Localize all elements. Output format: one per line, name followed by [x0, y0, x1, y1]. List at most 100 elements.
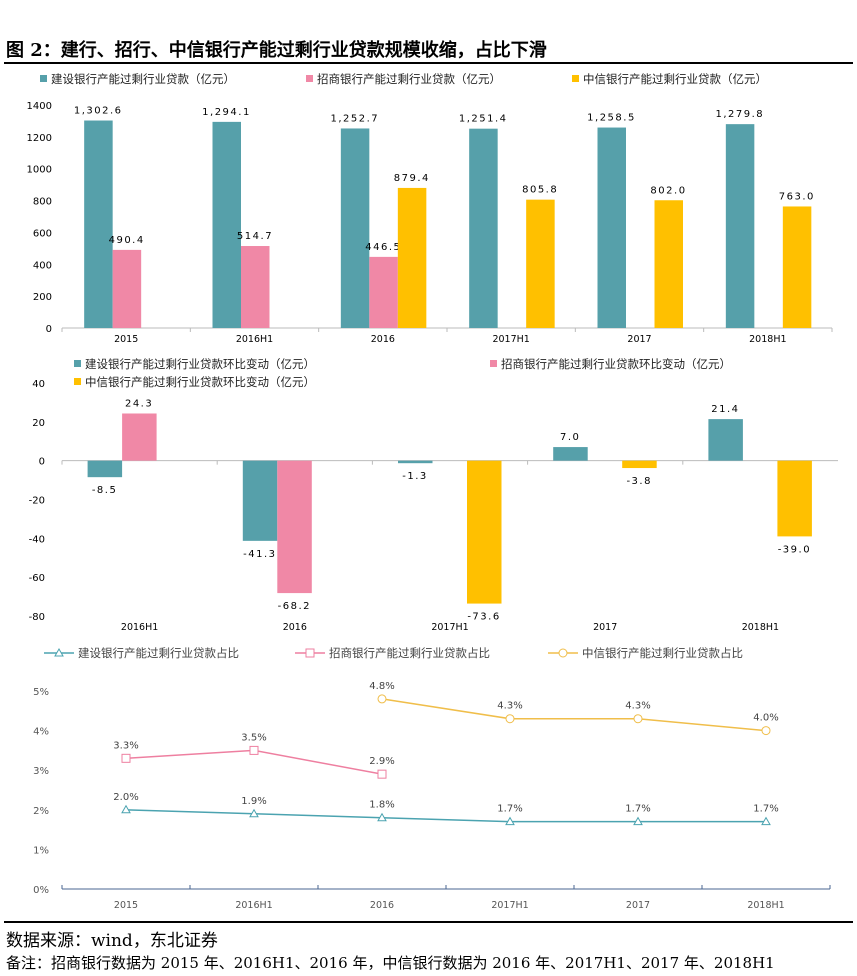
bar-chart-loan-change: 建设银行产能过剩行业贷款环比变动（亿元） 招商银行产能过剩行业贷款环比变动（亿元）…	[29, 357, 838, 633]
series-line	[381, 698, 767, 732]
bar	[467, 460, 502, 604]
data-label: 4.0%	[753, 713, 778, 724]
y-tick-label: 4%	[33, 727, 49, 738]
legend-swatch	[306, 75, 313, 82]
bar	[654, 200, 683, 328]
x-tick-label: 2016	[371, 334, 395, 345]
data-label: 4.3%	[625, 701, 650, 712]
legend-swatch	[74, 378, 81, 385]
y-tick-label: 0	[46, 324, 52, 335]
bar	[87, 460, 123, 478]
x-tick-label: 2016H1	[235, 900, 272, 911]
data-label: 1,302.6	[74, 106, 123, 117]
data-label: 1.7%	[625, 804, 650, 815]
x-tick-label: 2018H1	[747, 900, 784, 911]
bar	[122, 413, 157, 461]
y-tick-label: 3%	[33, 766, 49, 777]
circle-marker	[377, 694, 387, 704]
data-label: 1.9%	[241, 796, 266, 807]
bar	[369, 256, 398, 328]
title-rule	[4, 62, 853, 64]
square-marker	[121, 753, 131, 763]
data-label: 21.4	[711, 404, 739, 415]
bar	[526, 199, 555, 328]
x-tick-label: 2017	[593, 622, 617, 633]
data-label: 4.3%	[497, 701, 522, 712]
data-label: -1.3	[402, 471, 428, 482]
data-label: 2.9%	[369, 756, 394, 767]
x-tick-label: 2016H1	[236, 334, 273, 345]
x-tick-label: 2018H1	[742, 622, 779, 633]
legend-label: 建设银行产能过剩行业贷款占比	[78, 646, 239, 660]
data-label: 805.8	[522, 185, 558, 196]
legend-swatch	[572, 75, 579, 82]
figure-title: 图 2：建行、招行、中信银行产能过剩行业贷款规模收缩，占比下滑	[6, 40, 547, 61]
bar	[397, 187, 427, 328]
bar	[469, 128, 498, 328]
bar	[112, 249, 142, 328]
triangle-marker	[121, 804, 131, 814]
y-tick-label: -40	[29, 534, 45, 545]
bar	[277, 460, 312, 594]
circle-marker	[505, 714, 515, 724]
x-tick-label: 2015	[114, 334, 138, 345]
y-tick-label: 1000	[27, 165, 52, 176]
legend-swatch	[40, 75, 47, 82]
data-label: 4.8%	[369, 681, 394, 692]
legend-label: 中信银行产能过剩行业贷款环比变动（亿元）	[85, 375, 315, 389]
bar	[777, 460, 812, 537]
bar	[597, 127, 626, 328]
legend-swatch	[74, 360, 81, 367]
x-tick-label: 2017H1	[491, 900, 528, 911]
y-tick-label: -20	[29, 496, 45, 507]
circle-marker	[633, 714, 643, 724]
bar	[622, 460, 657, 469]
series-line	[125, 809, 766, 823]
triangle-marker	[249, 808, 259, 818]
y-tick-label: 1400	[27, 101, 52, 112]
circle-marker	[558, 648, 568, 658]
data-label: 446.5	[365, 242, 401, 253]
data-label: 1,294.1	[202, 107, 251, 118]
x-tick-label: 2017H1	[492, 334, 529, 345]
data-label: -68.2	[278, 601, 311, 612]
bar	[708, 419, 743, 461]
x-tick-label: 2016	[283, 622, 307, 633]
triangle-marker	[633, 816, 643, 826]
x-tick-label: 2017H1	[431, 622, 468, 633]
bar	[553, 447, 588, 461]
triangle-marker	[761, 816, 771, 826]
data-label: 2.0%	[113, 792, 138, 803]
data-label: -3.8	[626, 476, 652, 487]
data-label: 3.5%	[241, 732, 266, 743]
data-label: 1,258.5	[587, 113, 636, 124]
data-label: 1.8%	[369, 800, 394, 811]
y-tick-label: 600	[33, 228, 52, 239]
square-marker	[305, 648, 315, 658]
x-tick-label: 2016	[370, 900, 394, 911]
bar	[398, 460, 433, 464]
data-label: 514.7	[237, 231, 273, 242]
data-label: 1.7%	[497, 804, 522, 815]
data-label: -73.6	[467, 612, 500, 623]
y-tick-label: 1%	[33, 845, 49, 856]
bar	[241, 246, 270, 328]
y-tick-label: 20	[32, 418, 45, 429]
data-label: 24.3	[125, 398, 153, 409]
data-label: 7.0	[560, 432, 580, 443]
x-tick-label: 2017	[626, 900, 650, 911]
x-tick-label: 2018H1	[749, 334, 786, 345]
y-tick-label: 2%	[33, 806, 49, 817]
bar	[782, 206, 812, 328]
data-label: -8.5	[92, 485, 118, 496]
footer-rule	[4, 921, 853, 923]
y-tick-label: 40	[32, 379, 45, 390]
data-label: 802.0	[650, 185, 686, 196]
data-label: -41.3	[243, 549, 276, 560]
data-label: 1.7%	[753, 804, 778, 815]
y-tick-label: 5%	[33, 687, 49, 698]
y-tick-label: 200	[33, 292, 52, 303]
legend-label: 建设银行产能过剩行业贷款（亿元）	[51, 72, 235, 86]
y-tick-label: 0	[39, 457, 45, 468]
note-text: 备注：招商银行数据为 2015 年、2016H1、2016 年，中信银行数据为 …	[6, 954, 775, 972]
